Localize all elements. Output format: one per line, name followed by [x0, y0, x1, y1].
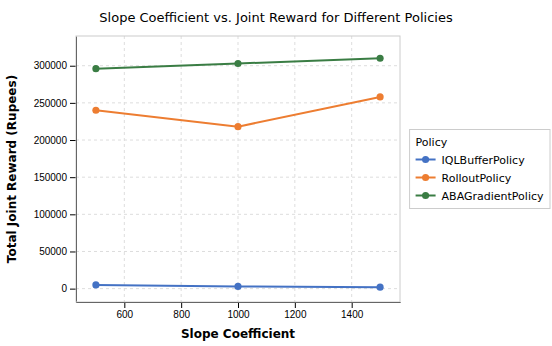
legend-title: Policy	[416, 136, 448, 149]
tick-mark	[70, 214, 76, 215]
tick-mark	[238, 302, 239, 308]
chart-container: 600 800 1000 1200 1400 0 50000 100000 150000 2000…	[0, 0, 552, 346]
tick: 600	[116, 302, 133, 320]
legend-label: ABAGradientPolicy	[442, 190, 544, 203]
grid-line	[351, 36, 352, 302]
tick-label: 150000	[34, 172, 68, 183]
chart-svg: 600 800 1000 1200 1400 0 50000 100000 150000 2000…	[0, 0, 552, 346]
point-marker	[234, 283, 241, 290]
tick: 800	[173, 302, 190, 320]
tick: 1400	[341, 302, 364, 320]
tick: 250000	[34, 98, 76, 109]
plot-frame	[76, 36, 400, 302]
grid-line	[294, 36, 295, 302]
tick-mark	[295, 302, 296, 308]
tick-mark	[70, 177, 76, 178]
legend-item: RolloutPolicy	[416, 172, 512, 185]
legend-marker	[422, 192, 429, 199]
legend: Policy IQLBufferPolicy RolloutPolicy ABAGra…	[410, 130, 550, 209]
legend-item: ABAGradientPolicy	[416, 190, 544, 203]
tick-label: 1200	[284, 309, 307, 320]
tick-mark	[70, 251, 76, 252]
legend-frame	[410, 130, 550, 209]
legend-label: RolloutPolicy	[442, 172, 512, 185]
tick-label: 300000	[34, 60, 68, 71]
tick-label: 600	[116, 309, 133, 320]
tick-mark	[70, 289, 76, 290]
point-marker	[92, 281, 99, 288]
y-axis-title: Total Joint Reward (Rupees)	[5, 75, 19, 263]
tick-mark	[70, 103, 76, 104]
tick-mark	[70, 66, 76, 67]
tick-mark	[124, 302, 125, 308]
tick: 100000	[34, 209, 76, 220]
y-axis: 0 50000 100000 150000 200000 250000 300000	[34, 37, 77, 303]
tick-label: 1000	[227, 309, 250, 320]
point-marker	[234, 123, 241, 130]
tick: 200000	[34, 135, 76, 146]
x-axis-title: Slope Coefficient	[181, 327, 295, 341]
tick: 300000	[34, 60, 76, 71]
grid-line	[181, 36, 182, 302]
tick-label: 200000	[34, 135, 68, 146]
grid-line	[76, 214, 400, 215]
tick: 50000	[39, 246, 76, 257]
series-line	[96, 58, 380, 68]
grid-line	[76, 251, 400, 252]
point-marker	[92, 107, 99, 114]
tick-mark	[70, 140, 76, 141]
tick: 1000	[227, 302, 250, 320]
tick: 150000	[34, 172, 76, 183]
point-marker	[377, 55, 384, 62]
tick-label: 250000	[34, 98, 68, 109]
legend-label: IQLBufferPolicy	[442, 154, 526, 167]
series-line	[96, 97, 380, 127]
point-marker	[377, 284, 384, 291]
grid-line	[124, 36, 125, 302]
tick-label: 800	[173, 309, 190, 320]
legend-marker	[422, 174, 429, 181]
legend-item: IQLBufferPolicy	[416, 154, 526, 167]
tick-mark	[181, 302, 182, 308]
grid	[76, 36, 400, 302]
tick-mark	[352, 302, 353, 308]
tick-label: 50000	[39, 246, 67, 257]
plot-area	[92, 55, 383, 291]
point-marker	[92, 65, 99, 72]
chart-title: Slope Coefficient vs. Joint Reward for D…	[99, 10, 453, 25]
tick-label: 1400	[341, 309, 364, 320]
grid-line	[238, 36, 239, 302]
point-marker	[377, 93, 384, 100]
tick: 1200	[284, 302, 307, 320]
point-marker	[234, 60, 241, 67]
legend-marker	[422, 156, 429, 163]
tick-label: 100000	[34, 209, 68, 220]
x-axis: 600 800 1000 1200 1400	[77, 302, 401, 320]
tick: 0	[61, 283, 76, 294]
tick-label: 0	[61, 283, 67, 294]
